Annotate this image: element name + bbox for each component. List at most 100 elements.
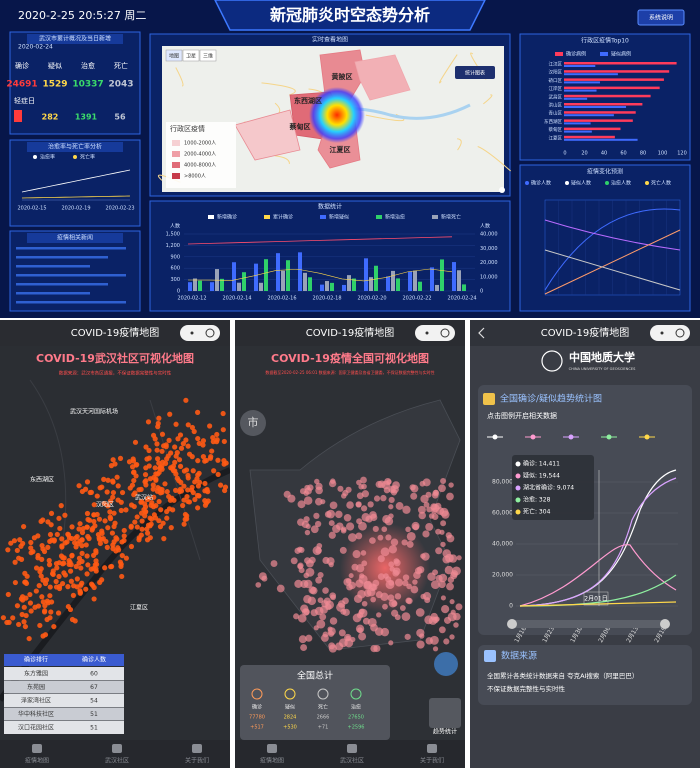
- tick-label: 20,000: [492, 572, 513, 579]
- map-tab[interactable]: [199, 49, 217, 62]
- tooltip-dot: [515, 509, 521, 515]
- case-dot: [47, 593, 53, 599]
- case-dot: [94, 511, 100, 518]
- range-slider: [510, 620, 668, 628]
- bar: [564, 65, 596, 67]
- road: [457, 138, 462, 151]
- case-dot: [217, 482, 224, 488]
- case-dot: [214, 431, 220, 438]
- case-dot: [319, 605, 328, 614]
- road: [477, 146, 512, 172]
- label: 死亡: [114, 61, 128, 70]
- case-dot: [441, 605, 450, 614]
- case-dot: [84, 524, 90, 530]
- legend-dot: [565, 181, 569, 185]
- table-cell: 东苑园: [27, 683, 45, 691]
- case-dot: [110, 494, 116, 500]
- map-tab[interactable]: [182, 49, 200, 62]
- capsule-ring: [675, 328, 685, 338]
- case-dot: [109, 530, 116, 536]
- map-button[interactable]: [455, 66, 495, 79]
- case-dot: [425, 637, 433, 645]
- news-line: [16, 274, 126, 277]
- label: 趋势统计: [433, 728, 457, 736]
- case-dot: [171, 497, 177, 503]
- case-dot: [185, 422, 191, 428]
- series-line: [519, 601, 677, 607]
- case-dot: [110, 457, 116, 463]
- help-button[interactable]: [637, 9, 685, 26]
- case-dot: [358, 632, 367, 641]
- case-dot: [438, 573, 448, 583]
- case-dot: [22, 579, 29, 585]
- stat-new: 56: [114, 113, 126, 122]
- capsule-ring: [440, 328, 450, 338]
- news-line: [16, 247, 126, 250]
- news-line: [16, 301, 126, 304]
- source-card: [478, 645, 692, 705]
- case-dot: [305, 634, 313, 642]
- chart-title: 全国确诊/疑似趋势统计图: [500, 393, 602, 405]
- bar: [276, 253, 280, 291]
- case-dot: [68, 578, 74, 584]
- tick-label: 20,000: [480, 260, 498, 266]
- case-dot: [440, 541, 446, 548]
- case-dot: [123, 507, 129, 513]
- case-dot: [376, 612, 382, 618]
- case-dot: [38, 566, 44, 572]
- case-dot: [121, 527, 127, 534]
- case-dot: [91, 518, 97, 525]
- case-dot: [402, 574, 410, 581]
- case-dot: [381, 526, 388, 533]
- case-dot: [310, 609, 318, 617]
- case-dot: [95, 531, 102, 538]
- tick-label: 30,000: [480, 246, 498, 252]
- case-dot: [358, 608, 368, 618]
- case-dot: [335, 510, 343, 519]
- case-dot: [77, 588, 83, 594]
- date-label: 2020-02-22: [402, 296, 431, 302]
- case-dot: [41, 548, 48, 555]
- case-dot: [84, 571, 90, 577]
- tab-icon: [347, 744, 357, 753]
- case-dot: [450, 609, 456, 615]
- case-dot: [130, 456, 136, 462]
- slider-handle[interactable]: [507, 619, 517, 629]
- bar: [193, 278, 197, 291]
- case-dot: [195, 435, 201, 442]
- case-dot: [62, 572, 68, 578]
- date-label: 2020-02-20: [357, 296, 386, 302]
- case-dot: [339, 546, 347, 554]
- case-dot: [310, 525, 319, 534]
- case-dot: [118, 563, 124, 570]
- bar: [352, 278, 356, 291]
- case-dot: [59, 536, 65, 542]
- slider-handle[interactable]: [660, 619, 670, 629]
- note: 数据来源：武汉市各区通报，不保证数据完整性与实时性: [59, 370, 172, 377]
- case-dot: [401, 612, 411, 621]
- stat-delta: +517: [250, 725, 264, 731]
- city-button[interactable]: [240, 410, 266, 436]
- case-dot: [156, 460, 162, 466]
- case-dot: [297, 563, 303, 570]
- case-dot: [356, 492, 364, 500]
- case-dot: [85, 533, 91, 540]
- map-tab[interactable]: [165, 49, 183, 62]
- case-dot: [79, 537, 85, 543]
- case-dot: [435, 547, 443, 555]
- case-dot: [28, 545, 34, 551]
- trend-button[interactable]: [429, 698, 461, 728]
- case-dot: [402, 505, 411, 514]
- case-dot: [375, 480, 383, 488]
- case-dot: [145, 495, 151, 502]
- bar: [430, 267, 434, 291]
- case-dot: [315, 576, 323, 584]
- case-dot: [129, 464, 136, 470]
- case-dot: [28, 608, 34, 614]
- share-button[interactable]: [434, 652, 458, 676]
- stat-new: 282: [42, 113, 59, 122]
- case-dot: [24, 573, 30, 579]
- bar: [298, 252, 302, 291]
- case-dot: [14, 547, 20, 554]
- app-title: COVID-19疫情地图: [306, 326, 395, 339]
